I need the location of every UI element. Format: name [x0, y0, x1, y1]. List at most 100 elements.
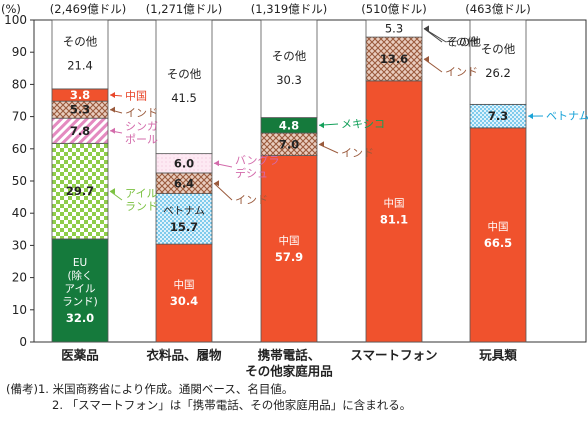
y-tick-label-10: 10: [12, 303, 27, 317]
bar-1-seg-4-callout: インド: [125, 107, 158, 120]
y-unit-label: (%): [1, 2, 21, 16]
category-total-2: (1,271億ドル): [146, 2, 222, 16]
bar-5-segment-3: [469, 19, 527, 105]
bar-4-other-value: 5.3: [385, 22, 403, 36]
bar-3-seg-2-arrow: [319, 141, 324, 148]
y-tick-label-50: 50: [12, 174, 27, 188]
bar-3-seg-1-value: 57.9: [275, 250, 303, 264]
bar-1-seg-1-name-line-3: アイル: [65, 283, 96, 295]
bar-2-seg-2-name-line-1: ベトナム: [163, 205, 205, 217]
bar-2-seg-3-leader: [213, 182, 233, 201]
bar-1-seg-1-name-line-4: ランド): [62, 296, 98, 308]
axes: 0 10 20 30 40 50 60 70 80 90 100(%) 医薬品 (2,469億ドル) 衣料…: [1, 2, 587, 379]
x-category-label-1-line-1: 医薬品: [61, 348, 99, 363]
bar-3-seg-1-name-line-1: 中国: [279, 234, 300, 247]
bar-1-segment-6: [51, 19, 109, 90]
x-category-label-4: スマートフォン: [350, 348, 437, 363]
bar-2-segment-2: [155, 193, 213, 245]
bar-4-seg-3-callout-line-1: その他: [445, 36, 478, 49]
bar-1-seg-2-arrow: [110, 188, 115, 195]
bar-2-seg-4-value: 6.0: [174, 156, 194, 170]
bar-2-other-value: 41.5: [171, 91, 197, 105]
y-tick-label-0: 0: [19, 335, 27, 349]
bar-1-seg-3-callout-line-2: ポール: [125, 133, 158, 146]
x-category-label-1: 医薬品: [61, 348, 99, 363]
y-tick-label-40: 40: [12, 206, 27, 220]
bar-1-seg-5-callout: 中国: [125, 90, 147, 103]
bar-2-seg-3-callout-line-1: インド: [235, 194, 268, 207]
x-category-label-5-line-1: 玩具類: [479, 348, 517, 363]
bar-1-other-labels: その他 21.4: [63, 34, 98, 72]
bar-1-segment-1: [51, 238, 109, 343]
bar-2-seg-2-name: ベトナム: [163, 205, 205, 217]
bars: [51, 19, 527, 343]
bar-4-seg-2-arrow: [424, 55, 429, 62]
bar-5-segment-1: [469, 127, 527, 343]
y-tick-label-60: 60: [12, 142, 27, 156]
x-category-label-3-line-2: その他家庭用品: [245, 364, 333, 379]
x-category-label-3: 携帯電話、その他家庭用品: [245, 348, 333, 379]
bar-4-seg-2-callout: インド: [445, 66, 478, 79]
bar-5-seg-2-value: 7.3: [488, 109, 508, 123]
bar-4-segment-1: [365, 80, 423, 343]
bar-4-segment-3: [365, 19, 423, 38]
x-category-label-3-line-1: 携帯電話、: [258, 348, 321, 363]
bar-5-other-labels: その他 26.2: [481, 42, 516, 80]
notes-prefix: (備考): [6, 382, 38, 396]
bar-2-seg-2-value: 15.7: [170, 220, 198, 234]
bar-2-segment-5: [155, 19, 213, 155]
note-row-2: 2. 「スマートフォン」は「携帯電話、その他家庭用品」に含まれる。: [6, 397, 411, 413]
bar-3-other-labels: その他 30.3: [272, 49, 307, 87]
bar-1-other-value: 21.4: [67, 58, 93, 72]
bar-2-other-name: その他: [167, 67, 202, 81]
bar-2-seg-3-callout: インド: [235, 194, 268, 207]
bar-4-other-callout: その他: [448, 36, 481, 49]
bar-2-seg-4-callout-line-1: バングラ: [235, 153, 280, 167]
bar-2-seg-4-arrow: [214, 160, 219, 167]
x-category-label-4-line-1: スマートフォン: [350, 348, 437, 363]
category-total-3: (1,319億ドル): [251, 2, 327, 16]
bar-1-seg-4-arrow: [110, 106, 115, 113]
bar-3-seg-3-value: 4.8: [279, 118, 299, 132]
y-tick-label-100: 100: [4, 13, 27, 27]
bar-2-seg-4-callout-line-2: デシュ: [235, 166, 268, 180]
note-number-1: 1.: [37, 382, 49, 396]
bar-2-seg-3-value: 6.4: [174, 176, 194, 190]
bar-1-seg-3-arrow: [110, 127, 115, 134]
bar-3-seg-1-inside: 中国 57.9: [275, 234, 303, 264]
bar-3-seg-2-value: 7.0: [279, 137, 299, 151]
bar-3-seg-3-callout: メキシコ: [341, 118, 385, 131]
bar-4-seg-1-inside: 中国 81.1: [380, 196, 408, 226]
bar-3-seg-2-callout: インド: [341, 147, 374, 160]
bar-1-seg-4-value: 5.3: [70, 103, 90, 117]
bar-1-seg-2-callout-line-2: ランド: [125, 200, 158, 213]
bar-3-seg-2-callout-line-1: インド: [341, 147, 374, 160]
bar-2-other-labels: その他 41.5: [167, 67, 202, 105]
y-tick-label-70: 70: [12, 110, 27, 124]
bar-4-seg-2-callout-line-1: インド: [445, 66, 478, 79]
bar-5-seg-1-name: 中国: [488, 220, 509, 233]
bar-1-seg-5-value: 3.8: [70, 88, 90, 102]
bar-1-seg-2-value: 29.7: [66, 184, 94, 198]
bar-1-seg-5-callout-line-1: 中国: [125, 90, 147, 103]
bar-1-seg-3-callout-line-1: シンガ: [125, 120, 158, 133]
bar-2-seg-1-value: 30.4: [170, 294, 198, 308]
bar-4-seg-3-callout: その他: [445, 36, 478, 49]
note-row-1: (備考)1. 米国商務省により作成。通関ベース、名目値。: [6, 381, 411, 397]
bar-4-segment-2: [365, 36, 423, 82]
bar-5-seg-1-name-line-1: 中国: [488, 220, 509, 233]
y-tick-label-30: 30: [12, 238, 27, 252]
bar-4-seg-2-value: 13.6: [380, 52, 408, 66]
category-total-1: (2,469億ドル): [50, 2, 126, 16]
bar-4-other-arrow: [424, 25, 429, 32]
bar-1-seg-3-value: 7.8: [70, 124, 90, 138]
bar-1-seg-1-value: 32.0: [66, 311, 94, 325]
bar-4-other-labels: 5.3: [385, 22, 403, 36]
category-total-4: (510億ドル): [361, 2, 426, 16]
bar-5-other-name: その他: [481, 42, 516, 56]
bar-2-seg-1-inside: 中国 30.4: [170, 278, 198, 308]
notes: (備考)1. 米国商務省により作成。通関ベース、名目値。 2. 「スマートフォン…: [6, 381, 411, 413]
bar-5-seg-1-value: 66.5: [484, 236, 512, 250]
